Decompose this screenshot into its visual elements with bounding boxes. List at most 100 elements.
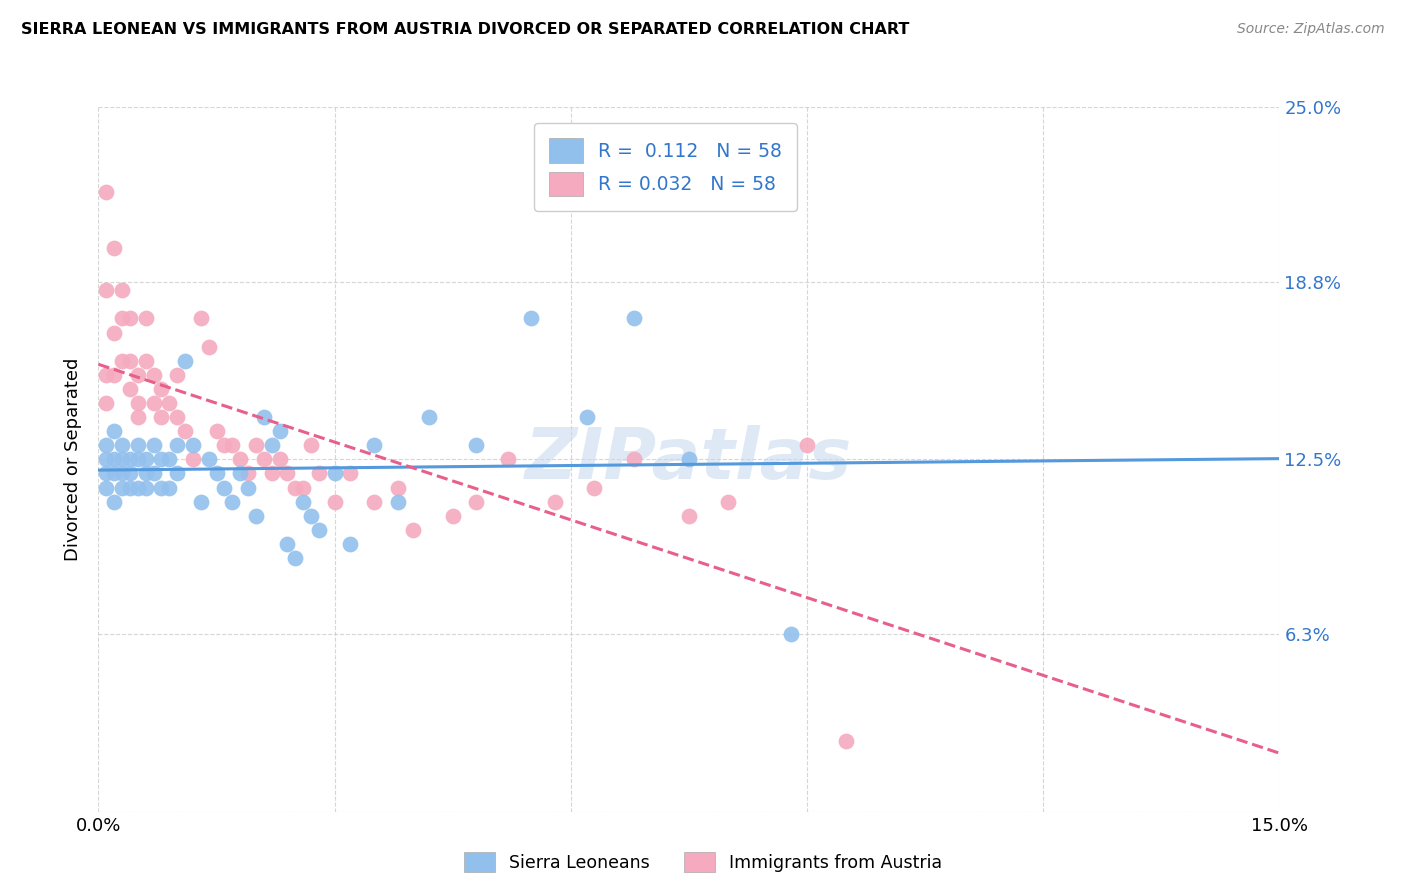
Point [135, 311, 157, 326]
Point [205, 424, 228, 438]
Point [197, 452, 219, 467]
Point [229, 467, 252, 481]
Point [111, 481, 134, 495]
Point [299, 438, 322, 452]
Point [118, 452, 141, 467]
Point [111, 438, 134, 452]
Point [284, 481, 307, 495]
Point [292, 481, 315, 495]
Point [678, 508, 700, 523]
Point [150, 410, 173, 425]
Point [174, 424, 197, 438]
Point [214, 438, 236, 452]
Point [127, 410, 149, 425]
Point [96, 438, 118, 452]
Point [284, 551, 307, 566]
Point [103, 241, 125, 255]
Point [103, 368, 125, 382]
Point [96, 283, 118, 297]
Point [496, 452, 519, 467]
Point [339, 537, 361, 551]
Point [520, 311, 543, 326]
Point [308, 467, 330, 481]
Point [363, 438, 385, 452]
Point [253, 452, 276, 467]
Point [583, 481, 606, 495]
Point [157, 452, 180, 467]
Point [127, 481, 149, 495]
Point [142, 368, 165, 382]
Point [245, 438, 267, 452]
Point [190, 494, 212, 508]
Point [245, 508, 267, 523]
Point [387, 494, 409, 508]
Point [402, 523, 425, 537]
Legend: R =  0.112   N = 58, R = 0.032   N = 58: R = 0.112 N = 58, R = 0.032 N = 58 [534, 123, 797, 211]
Point [96, 481, 118, 495]
Point [96, 396, 118, 410]
Point [157, 396, 180, 410]
Point [111, 283, 134, 297]
Point [269, 424, 291, 438]
Point [150, 382, 173, 396]
Point [142, 467, 165, 481]
Point [717, 494, 740, 508]
Point [127, 368, 149, 382]
Point [118, 467, 141, 481]
Point [111, 467, 134, 481]
Point [103, 494, 125, 508]
Point [127, 396, 149, 410]
Point [780, 627, 803, 641]
Point [127, 438, 149, 452]
Point [190, 311, 212, 326]
Point [323, 494, 346, 508]
Point [96, 185, 118, 199]
Point [465, 494, 488, 508]
Point [339, 467, 361, 481]
Point [157, 481, 180, 495]
Point [299, 508, 322, 523]
Point [623, 452, 645, 467]
Point [835, 734, 858, 748]
Point [308, 523, 330, 537]
Point [127, 452, 149, 467]
Legend: Sierra Leoneans, Immigrants from Austria: Sierra Leoneans, Immigrants from Austria [457, 845, 949, 879]
Point [363, 494, 385, 508]
Point [253, 410, 276, 425]
Point [166, 438, 188, 452]
Point [197, 340, 219, 354]
Point [292, 494, 315, 508]
Point [166, 410, 188, 425]
Text: ZIPatlas: ZIPatlas [526, 425, 852, 494]
Point [103, 452, 125, 467]
Point [96, 368, 118, 382]
Point [111, 452, 134, 467]
Point [796, 438, 818, 452]
Point [135, 467, 157, 481]
Point [221, 494, 243, 508]
Point [181, 452, 204, 467]
Point [229, 452, 252, 467]
Point [214, 481, 236, 495]
Point [118, 353, 141, 368]
Text: Source: ZipAtlas.com: Source: ZipAtlas.com [1237, 22, 1385, 37]
Point [142, 396, 165, 410]
Point [236, 481, 259, 495]
Point [387, 481, 409, 495]
Point [150, 481, 173, 495]
Point [205, 467, 228, 481]
Point [441, 508, 464, 523]
Point [118, 382, 141, 396]
Point [166, 467, 188, 481]
Y-axis label: Divorced or Separated: Divorced or Separated [63, 358, 82, 561]
Point [181, 438, 204, 452]
Point [142, 438, 165, 452]
Point [276, 537, 298, 551]
Point [418, 410, 440, 425]
Point [135, 452, 157, 467]
Point [118, 481, 141, 495]
Point [276, 467, 298, 481]
Point [103, 326, 125, 340]
Point [96, 467, 118, 481]
Point [150, 452, 173, 467]
